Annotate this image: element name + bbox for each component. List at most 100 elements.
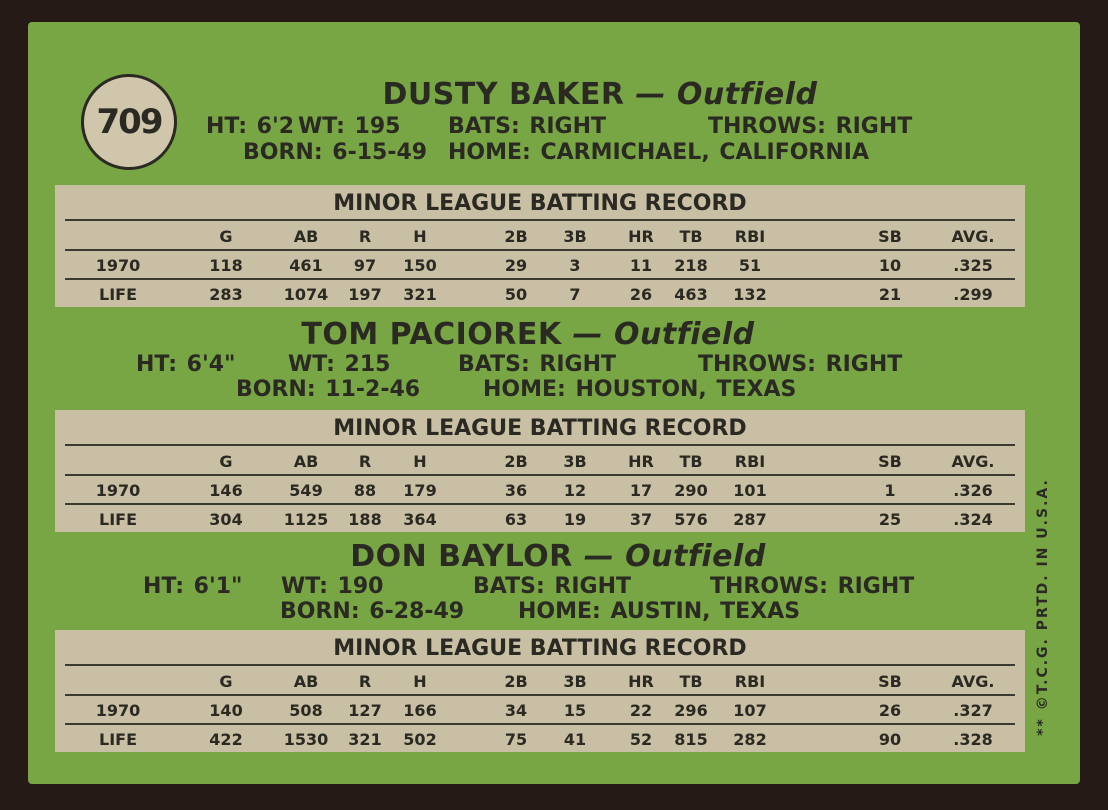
row-label: 1970 xyxy=(95,481,141,500)
column-header: G xyxy=(219,672,233,691)
stat-cell: 26 xyxy=(878,701,902,720)
player-position: — Outfield xyxy=(583,539,766,574)
stat-cell: 34 xyxy=(504,701,528,720)
stat-cell: 150 xyxy=(403,256,437,275)
column-header: TB xyxy=(679,672,703,691)
player-throws: THROWS: RIGHT xyxy=(698,352,903,377)
column-header: 3B xyxy=(563,227,587,246)
stat-cell: 815 xyxy=(674,730,708,749)
stat-cell: 188 xyxy=(348,510,382,529)
column-header: G xyxy=(219,452,233,471)
stat-cell: .326 xyxy=(953,481,993,500)
stat-cell: 41 xyxy=(563,730,587,749)
stat-cell: 17 xyxy=(629,481,653,500)
column-header: 2B xyxy=(504,672,528,691)
player-position: — Outfield xyxy=(572,317,755,352)
column-header: HR xyxy=(628,227,654,246)
player-name-heading: TOM PACIOREK — Outfield xyxy=(301,317,754,352)
column-header: H xyxy=(413,672,427,691)
player-name-heading: DUSTY BAKER — Outfield xyxy=(383,77,818,112)
stat-cell: 287 xyxy=(733,510,767,529)
stat-cell: 101 xyxy=(733,481,767,500)
column-header: AB xyxy=(293,227,319,246)
column-header: 3B xyxy=(563,452,587,471)
stat-cell: 1530 xyxy=(283,730,329,749)
stat-cell: .299 xyxy=(953,285,993,304)
stat-cell: 22 xyxy=(629,701,653,720)
row-label: LIFE xyxy=(98,285,138,304)
stat-cell: 1074 xyxy=(283,285,329,304)
stat-cell: 127 xyxy=(348,701,382,720)
column-header: AB xyxy=(293,452,319,471)
stat-cell: 3 xyxy=(569,256,581,275)
column-header: R xyxy=(358,227,372,246)
baseball-card-back: 709 DUSTY BAKER — Outfield HT: 6'2 WT: 195… xyxy=(28,22,1080,784)
player-born: BORN: 11-2-46 xyxy=(236,377,421,402)
stat-cell: 140 xyxy=(209,701,243,720)
player-position: — Outfield xyxy=(635,77,818,112)
stat-cell: 90 xyxy=(878,730,902,749)
stat-cell: 37 xyxy=(629,510,653,529)
divider xyxy=(65,503,1015,505)
row-label: LIFE xyxy=(98,730,138,749)
stat-cell: 29 xyxy=(504,256,528,275)
player-name: TOM PACIOREK xyxy=(301,317,562,352)
stat-cell: .324 xyxy=(953,510,993,529)
stat-cell: 576 xyxy=(674,510,708,529)
stat-cell: 463 xyxy=(674,285,708,304)
stat-cell: 290 xyxy=(674,481,708,500)
stat-cell: 549 xyxy=(289,481,323,500)
stat-cell: 283 xyxy=(209,285,243,304)
player-wt: WT: 215 xyxy=(288,352,391,377)
stat-cell: 15 xyxy=(563,701,587,720)
stat-cell: 282 xyxy=(733,730,767,749)
column-header: TB xyxy=(679,227,703,246)
column-header: H xyxy=(413,227,427,246)
player-home: HOME: CARMICHAEL, CALIFORNIA xyxy=(448,140,870,165)
divider xyxy=(65,474,1015,476)
stat-cell: 63 xyxy=(504,510,528,529)
column-header: AVG. xyxy=(951,227,995,246)
column-header: HR xyxy=(628,452,654,471)
player-wt: WT: 190 xyxy=(281,574,384,599)
stat-cell: 52 xyxy=(629,730,653,749)
stat-cell: 422 xyxy=(209,730,243,749)
divider xyxy=(65,723,1015,725)
batting-record-table: MINOR LEAGUE BATTING RECORD G AB R H 2B 3B HR TB… xyxy=(55,630,1025,752)
stat-cell: 502 xyxy=(403,730,437,749)
stat-cell: 146 xyxy=(209,481,243,500)
stat-cell: 11 xyxy=(629,256,653,275)
divider xyxy=(65,249,1015,251)
player-bats: BATS: RIGHT xyxy=(473,574,631,599)
column-header: AVG. xyxy=(951,452,995,471)
player-bats: BATS: RIGHT xyxy=(448,114,606,139)
column-header: RBI xyxy=(734,672,766,691)
stat-cell: 10 xyxy=(878,256,902,275)
column-header: TB xyxy=(679,452,703,471)
stat-cell: 296 xyxy=(674,701,708,720)
stat-cell: 179 xyxy=(403,481,437,500)
column-header: R xyxy=(358,452,372,471)
stat-cell: 21 xyxy=(878,285,902,304)
column-header: SB xyxy=(878,452,902,471)
stat-cell: 132 xyxy=(733,285,767,304)
stat-cell: 321 xyxy=(403,285,437,304)
batting-record-table: MINOR LEAGUE BATTING RECORD G AB R H 2B 3B HR TB… xyxy=(55,185,1025,307)
column-header: AB xyxy=(293,672,319,691)
card-number-badge: 709 xyxy=(81,74,177,170)
stat-cell: 51 xyxy=(738,256,762,275)
stat-cell: 36 xyxy=(504,481,528,500)
column-header: G xyxy=(219,227,233,246)
player-ht: HT: 6'4" xyxy=(136,352,236,377)
stat-cell: 508 xyxy=(289,701,323,720)
column-header: 2B xyxy=(504,452,528,471)
column-header: R xyxy=(358,672,372,691)
stat-cell: 19 xyxy=(563,510,587,529)
batting-record-table: MINOR LEAGUE BATTING RECORD G AB R H 2B 3B HR TB… xyxy=(55,410,1025,532)
divider xyxy=(65,278,1015,280)
divider xyxy=(65,219,1015,221)
column-header: 2B xyxy=(504,227,528,246)
record-title: MINOR LEAGUE BATTING RECORD xyxy=(333,191,747,216)
player-ht: HT: 6'2 xyxy=(206,114,295,139)
stat-cell: 12 xyxy=(563,481,587,500)
